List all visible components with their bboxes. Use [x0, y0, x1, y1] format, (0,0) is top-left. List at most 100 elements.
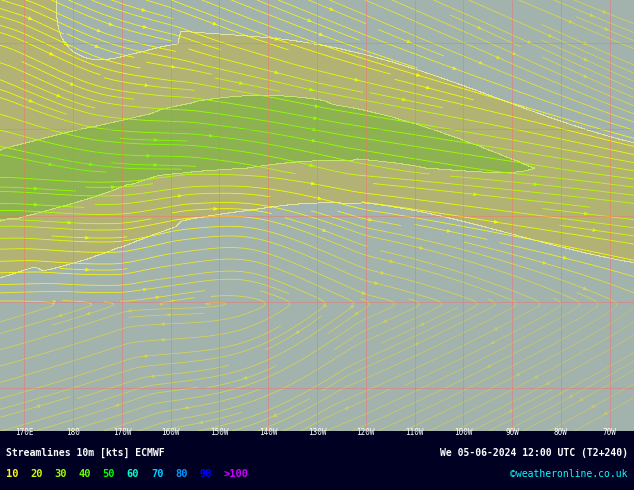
FancyArrowPatch shape [605, 27, 608, 30]
FancyArrowPatch shape [200, 421, 203, 424]
FancyArrowPatch shape [147, 154, 150, 157]
FancyArrowPatch shape [162, 323, 164, 325]
FancyArrowPatch shape [59, 314, 62, 317]
FancyArrowPatch shape [447, 229, 450, 232]
Text: 20: 20 [30, 469, 43, 479]
FancyArrowPatch shape [49, 52, 53, 55]
FancyArrowPatch shape [543, 262, 546, 264]
FancyArrowPatch shape [495, 220, 497, 223]
Text: >100: >100 [223, 469, 248, 479]
FancyArrowPatch shape [156, 296, 159, 299]
FancyArrowPatch shape [29, 17, 32, 20]
FancyArrowPatch shape [209, 134, 212, 137]
FancyArrowPatch shape [314, 117, 317, 120]
FancyArrowPatch shape [355, 78, 358, 81]
FancyArrowPatch shape [171, 65, 174, 68]
FancyArrowPatch shape [426, 86, 429, 89]
FancyArrowPatch shape [307, 19, 311, 22]
Text: 80: 80 [175, 469, 188, 479]
FancyArrowPatch shape [70, 83, 74, 85]
Text: 70: 70 [151, 469, 164, 479]
FancyArrowPatch shape [584, 42, 587, 45]
FancyArrowPatch shape [310, 88, 313, 91]
FancyArrowPatch shape [214, 208, 217, 210]
FancyArrowPatch shape [273, 414, 276, 416]
FancyArrowPatch shape [49, 163, 52, 166]
FancyArrowPatch shape [403, 98, 405, 101]
FancyArrowPatch shape [496, 56, 500, 58]
Text: 170W: 170W [113, 428, 131, 437]
FancyArrowPatch shape [592, 405, 595, 408]
FancyArrowPatch shape [355, 312, 358, 315]
FancyArrowPatch shape [86, 236, 89, 239]
FancyArrowPatch shape [563, 256, 566, 259]
FancyArrowPatch shape [34, 187, 37, 190]
FancyArrowPatch shape [167, 314, 170, 316]
FancyArrowPatch shape [584, 58, 587, 61]
FancyArrowPatch shape [323, 304, 327, 307]
FancyArrowPatch shape [86, 269, 89, 271]
FancyArrowPatch shape [240, 82, 243, 84]
FancyArrowPatch shape [29, 99, 32, 102]
Text: 80W: 80W [554, 428, 568, 437]
FancyArrowPatch shape [97, 29, 100, 32]
FancyArrowPatch shape [34, 203, 37, 206]
FancyArrowPatch shape [512, 52, 515, 54]
Text: 170E: 170E [15, 428, 34, 437]
FancyArrowPatch shape [381, 271, 384, 274]
FancyArrowPatch shape [144, 355, 147, 357]
FancyArrowPatch shape [330, 8, 333, 10]
FancyArrowPatch shape [585, 212, 587, 215]
Text: 90: 90 [199, 469, 212, 479]
FancyArrowPatch shape [109, 23, 112, 25]
FancyArrowPatch shape [474, 193, 477, 196]
FancyArrowPatch shape [310, 164, 313, 167]
FancyArrowPatch shape [390, 260, 393, 263]
Text: 50: 50 [103, 469, 115, 479]
FancyArrowPatch shape [569, 394, 573, 397]
FancyArrowPatch shape [185, 406, 188, 409]
FancyArrowPatch shape [319, 33, 323, 36]
FancyArrowPatch shape [494, 327, 497, 330]
Text: 10: 10 [6, 469, 19, 479]
Text: We 05-06-2024 12:00 UTC (T2+240): We 05-06-2024 12:00 UTC (T2+240) [439, 448, 628, 458]
FancyArrowPatch shape [488, 365, 491, 367]
FancyArrowPatch shape [116, 404, 119, 406]
FancyArrowPatch shape [37, 405, 40, 407]
FancyArrowPatch shape [154, 164, 157, 167]
FancyArrowPatch shape [517, 373, 520, 375]
FancyArrowPatch shape [415, 343, 418, 345]
FancyArrowPatch shape [143, 25, 146, 28]
Text: 60: 60 [127, 469, 139, 479]
FancyArrowPatch shape [161, 338, 164, 341]
FancyArrowPatch shape [417, 74, 420, 76]
FancyArrowPatch shape [375, 282, 378, 284]
FancyArrowPatch shape [112, 186, 114, 189]
FancyArrowPatch shape [178, 195, 181, 197]
FancyArrowPatch shape [213, 23, 216, 25]
FancyArrowPatch shape [312, 139, 315, 142]
FancyArrowPatch shape [142, 9, 145, 11]
FancyArrowPatch shape [145, 84, 148, 87]
Text: 100W: 100W [454, 428, 472, 437]
FancyArrowPatch shape [95, 45, 98, 48]
Text: Streamlines 10m [kts] ECMWF: Streamlines 10m [kts] ECMWF [6, 448, 165, 458]
Text: 30: 30 [55, 469, 67, 479]
FancyArrowPatch shape [583, 287, 586, 290]
FancyArrowPatch shape [350, 305, 354, 308]
FancyArrowPatch shape [421, 322, 424, 325]
Text: 110W: 110W [405, 428, 424, 437]
FancyArrowPatch shape [318, 197, 321, 199]
FancyArrowPatch shape [275, 37, 278, 40]
FancyArrowPatch shape [478, 26, 481, 29]
Text: 90W: 90W [505, 428, 519, 437]
FancyArrowPatch shape [559, 392, 562, 394]
FancyArrowPatch shape [345, 407, 348, 409]
FancyArrowPatch shape [569, 20, 573, 23]
FancyArrowPatch shape [453, 67, 456, 70]
Text: 120W: 120W [356, 428, 375, 437]
FancyArrowPatch shape [368, 219, 372, 221]
Text: 180: 180 [66, 428, 80, 437]
FancyArrowPatch shape [313, 128, 316, 131]
Text: 40: 40 [79, 469, 91, 479]
